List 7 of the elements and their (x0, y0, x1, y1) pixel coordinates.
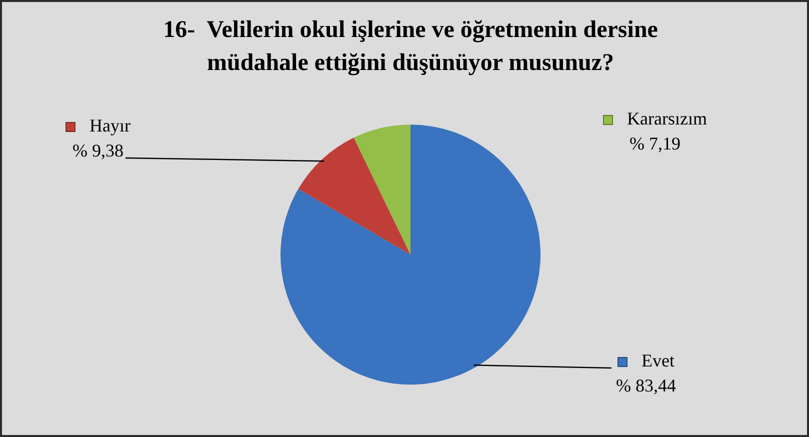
data-label: % 7,19 (630, 134, 680, 154)
legend-label: Hayır (90, 116, 130, 136)
data-label: % 9,38 (72, 140, 124, 161)
chart-title: 16- Velilerin okul işlerine ve öğretmenin dersine müdahale ettiğini düşünüyor musunuz? (163, 16, 658, 76)
legend-label: Evet (642, 350, 675, 371)
data-label: % 83,44 (616, 376, 676, 396)
legend-label: Kararsızım (627, 108, 707, 129)
